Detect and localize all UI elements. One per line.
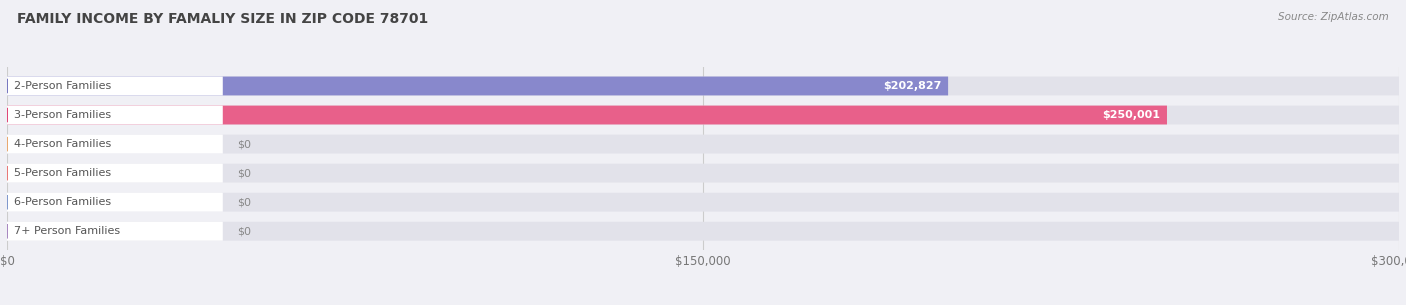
Text: Source: ZipAtlas.com: Source: ZipAtlas.com [1278,12,1389,22]
FancyBboxPatch shape [7,193,1399,212]
Text: $0: $0 [236,139,250,149]
FancyBboxPatch shape [7,77,222,95]
FancyBboxPatch shape [7,193,222,212]
FancyBboxPatch shape [7,135,1399,153]
FancyBboxPatch shape [7,106,222,124]
Text: 4-Person Families: 4-Person Families [14,139,111,149]
Text: 6-Person Families: 6-Person Families [14,197,111,207]
FancyBboxPatch shape [7,77,1399,95]
Text: 3-Person Families: 3-Person Families [14,110,111,120]
Text: FAMILY INCOME BY FAMALIY SIZE IN ZIP CODE 78701: FAMILY INCOME BY FAMALIY SIZE IN ZIP COD… [17,12,427,26]
Text: $202,827: $202,827 [883,81,941,91]
Text: 7+ Person Families: 7+ Person Families [14,226,120,236]
Text: $0: $0 [236,226,250,236]
Text: $0: $0 [236,197,250,207]
Text: $250,001: $250,001 [1102,110,1160,120]
FancyBboxPatch shape [7,222,1399,241]
FancyBboxPatch shape [7,106,1167,124]
FancyBboxPatch shape [7,222,222,241]
FancyBboxPatch shape [7,164,1399,183]
Text: 5-Person Families: 5-Person Families [14,168,111,178]
FancyBboxPatch shape [7,135,222,153]
FancyBboxPatch shape [7,77,948,95]
Text: 2-Person Families: 2-Person Families [14,81,111,91]
Text: $0: $0 [236,168,250,178]
FancyBboxPatch shape [7,164,222,183]
FancyBboxPatch shape [7,106,1399,124]
